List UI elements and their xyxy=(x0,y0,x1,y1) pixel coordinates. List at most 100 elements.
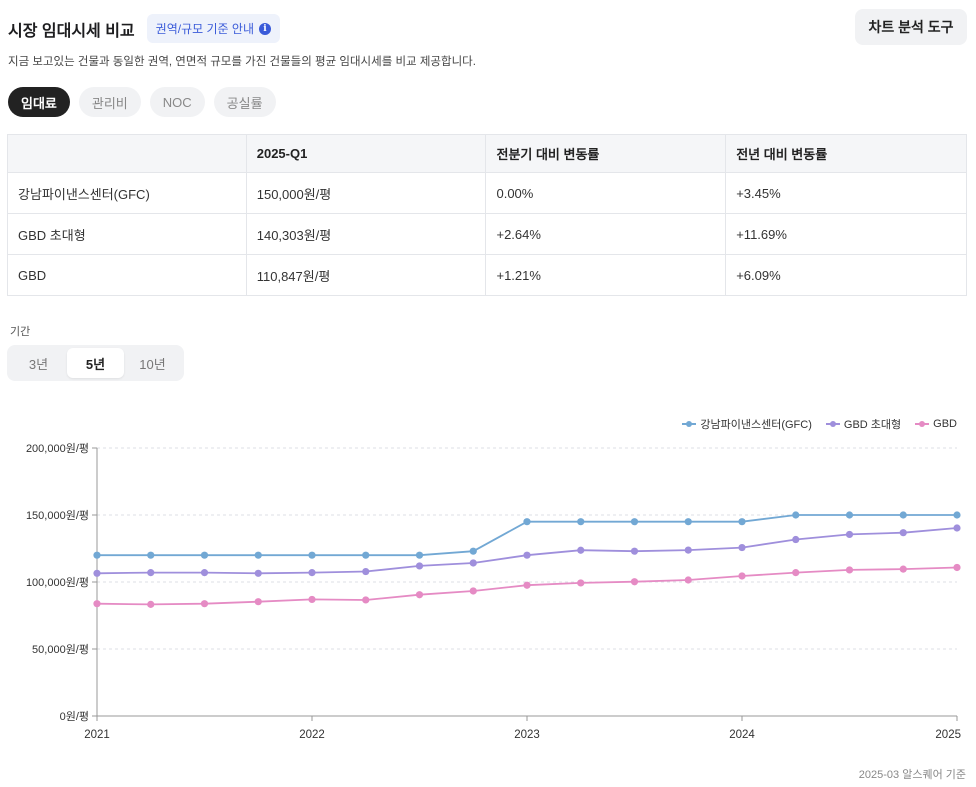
comparison-table: 2025-Q1 전분기 대비 변동률 전년 대비 변동률 강남파이낸스센터(GF… xyxy=(7,134,967,296)
period-selector: 3년 5년 10년 xyxy=(7,345,184,381)
data-point-series-2[interactable] xyxy=(845,566,854,574)
tab-maintenance-fee[interactable]: 관리비 xyxy=(78,87,141,117)
guide-chip[interactable]: 권역/규모 기준 안내 i xyxy=(146,14,280,43)
data-point-series-0[interactable] xyxy=(147,551,155,559)
data-point-series-1[interactable] xyxy=(254,569,262,577)
legend-item-gbd-large[interactable]: GBD 초대형 xyxy=(825,416,901,432)
data-point-series-2[interactable] xyxy=(93,600,101,608)
data-point-series-0[interactable] xyxy=(415,551,424,559)
data-point-series-2[interactable] xyxy=(899,565,907,573)
row-name: GBD 초대형 xyxy=(7,213,247,255)
data-point-series-0[interactable] xyxy=(738,518,746,526)
data-point-series-0[interactable] xyxy=(362,551,370,559)
y-tick-label: 0원/평 xyxy=(60,710,89,723)
data-point-series-0[interactable] xyxy=(200,551,209,559)
data-point-series-1[interactable] xyxy=(630,547,639,555)
data-point-series-2[interactable] xyxy=(200,600,209,608)
data-point-series-0[interactable] xyxy=(845,511,854,519)
data-point-series-1[interactable] xyxy=(577,546,585,554)
data-point-series-2[interactable] xyxy=(953,563,961,572)
data-point-series-0[interactable] xyxy=(308,551,316,559)
data-point-series-1[interactable] xyxy=(738,543,746,552)
row-yoy: +3.45% xyxy=(725,172,967,214)
y-tick-label: 200,000원/평 xyxy=(26,442,89,455)
data-point-series-0[interactable] xyxy=(792,511,800,519)
data-point-series-1[interactable] xyxy=(899,529,907,537)
data-point-series-1[interactable] xyxy=(792,535,800,544)
row-qoq: 0.00% xyxy=(485,172,727,214)
period-option-3y[interactable]: 3년 xyxy=(28,356,49,372)
period-option-10y[interactable]: 10년 xyxy=(139,356,166,372)
tab-vacancy-rate[interactable]: 공실률 xyxy=(213,87,276,117)
row-qoq: +1.21% xyxy=(485,254,727,296)
data-point-series-0[interactable] xyxy=(469,547,477,555)
x-tick-label: 2024 xyxy=(729,729,755,741)
data-point-series-0[interactable] xyxy=(577,518,585,526)
data-point-series-1[interactable] xyxy=(147,569,155,577)
row-yoy: +11.69% xyxy=(725,213,967,255)
table-header-yoy: 전년 대비 변동률 xyxy=(725,134,967,173)
y-tick-label: 100,000원/평 xyxy=(26,576,89,589)
info-icon: i xyxy=(258,22,271,35)
data-point-series-1[interactable] xyxy=(523,551,531,559)
legend-label-gfc: 강남파이낸스센터(GFC) xyxy=(700,419,812,431)
data-point-series-1[interactable] xyxy=(469,559,477,567)
row-value: 140,303원/평 xyxy=(245,213,487,255)
table-row: 강남파이낸스센터(GFC) 150,000원/평 0.00% +3.45% xyxy=(7,172,967,214)
legend-item-gfc[interactable]: 강남파이낸스센터(GFC) xyxy=(682,416,812,432)
data-point-series-0[interactable] xyxy=(953,511,961,519)
x-tick-label: 2022 xyxy=(299,729,325,741)
data-point-series-2[interactable] xyxy=(362,596,370,604)
data-point-series-2[interactable] xyxy=(523,581,531,589)
tab-rent[interactable]: 임대료 xyxy=(8,87,70,117)
section-description: 지금 보고있는 건물과 동일한 권역, 연면적 규모를 가진 건물들의 평균 임… xyxy=(8,56,476,68)
data-point-series-2[interactable] xyxy=(254,598,262,606)
table-header-empty xyxy=(7,134,247,173)
data-point-series-0[interactable] xyxy=(630,518,639,526)
data-point-series-0[interactable] xyxy=(523,518,531,526)
legend-item-gbd[interactable]: GBD xyxy=(915,416,957,432)
data-source-note: 2025-03 알스퀘어 기준 xyxy=(858,769,966,781)
row-value: 110,847원/평 xyxy=(245,254,487,296)
chart-analysis-tool-button[interactable]: 차트 분석 도구 xyxy=(855,9,967,45)
data-point-series-2[interactable] xyxy=(577,579,585,587)
data-point-series-0[interactable] xyxy=(254,551,262,559)
data-point-series-2[interactable] xyxy=(469,587,477,595)
data-point-series-0[interactable] xyxy=(93,551,101,559)
row-qoq: +2.64% xyxy=(485,213,727,255)
y-tick-label: 150,000원/평 xyxy=(26,509,89,522)
data-point-series-1[interactable] xyxy=(953,524,961,532)
section-header: 시장 임대시세 비교 권역/규모 기준 안내 i xyxy=(8,14,280,43)
data-point-series-2[interactable] xyxy=(415,591,424,599)
data-point-series-1[interactable] xyxy=(684,546,692,554)
data-point-series-2[interactable] xyxy=(738,572,746,580)
data-point-series-2[interactable] xyxy=(308,595,316,604)
data-point-series-1[interactable] xyxy=(362,567,370,576)
table-row: GBD 110,847원/평 +1.21% +6.09% xyxy=(7,254,967,296)
table-row: GBD 초대형 140,303원/평 +2.64% +11.69% xyxy=(7,213,967,255)
legend-marker-gfc xyxy=(682,420,697,428)
page-title: 시장 임대시세 비교 xyxy=(8,22,135,40)
x-tick-label: 2021 xyxy=(84,729,110,741)
period-option-5y[interactable]: 5년 xyxy=(67,348,124,378)
legend-label-gbd: GBD xyxy=(933,418,957,430)
row-name: 강남파이낸스센터(GFC) xyxy=(7,172,247,214)
table-header-quarter: 2025-Q1 xyxy=(245,134,487,173)
data-point-series-1[interactable] xyxy=(415,562,424,570)
data-point-series-2[interactable] xyxy=(630,578,639,586)
data-point-series-2[interactable] xyxy=(792,569,800,577)
data-point-series-2[interactable] xyxy=(684,576,692,584)
data-point-series-0[interactable] xyxy=(684,518,692,526)
metric-tabs: 임대료 관리비 NOC 공실률 xyxy=(8,87,276,117)
tab-noc[interactable]: NOC xyxy=(149,87,205,117)
data-point-series-1[interactable] xyxy=(93,569,101,577)
data-point-series-1[interactable] xyxy=(200,569,209,577)
legend-marker-gbd xyxy=(915,420,930,428)
data-point-series-2[interactable] xyxy=(147,600,155,608)
data-point-series-1[interactable] xyxy=(845,530,854,539)
row-yoy: +6.09% xyxy=(725,254,967,296)
table-header-row: 2025-Q1 전분기 대비 변동률 전년 대비 변동률 xyxy=(7,134,967,173)
period-label: 기간 xyxy=(10,326,31,338)
data-point-series-0[interactable] xyxy=(899,511,907,519)
data-point-series-1[interactable] xyxy=(308,569,316,577)
